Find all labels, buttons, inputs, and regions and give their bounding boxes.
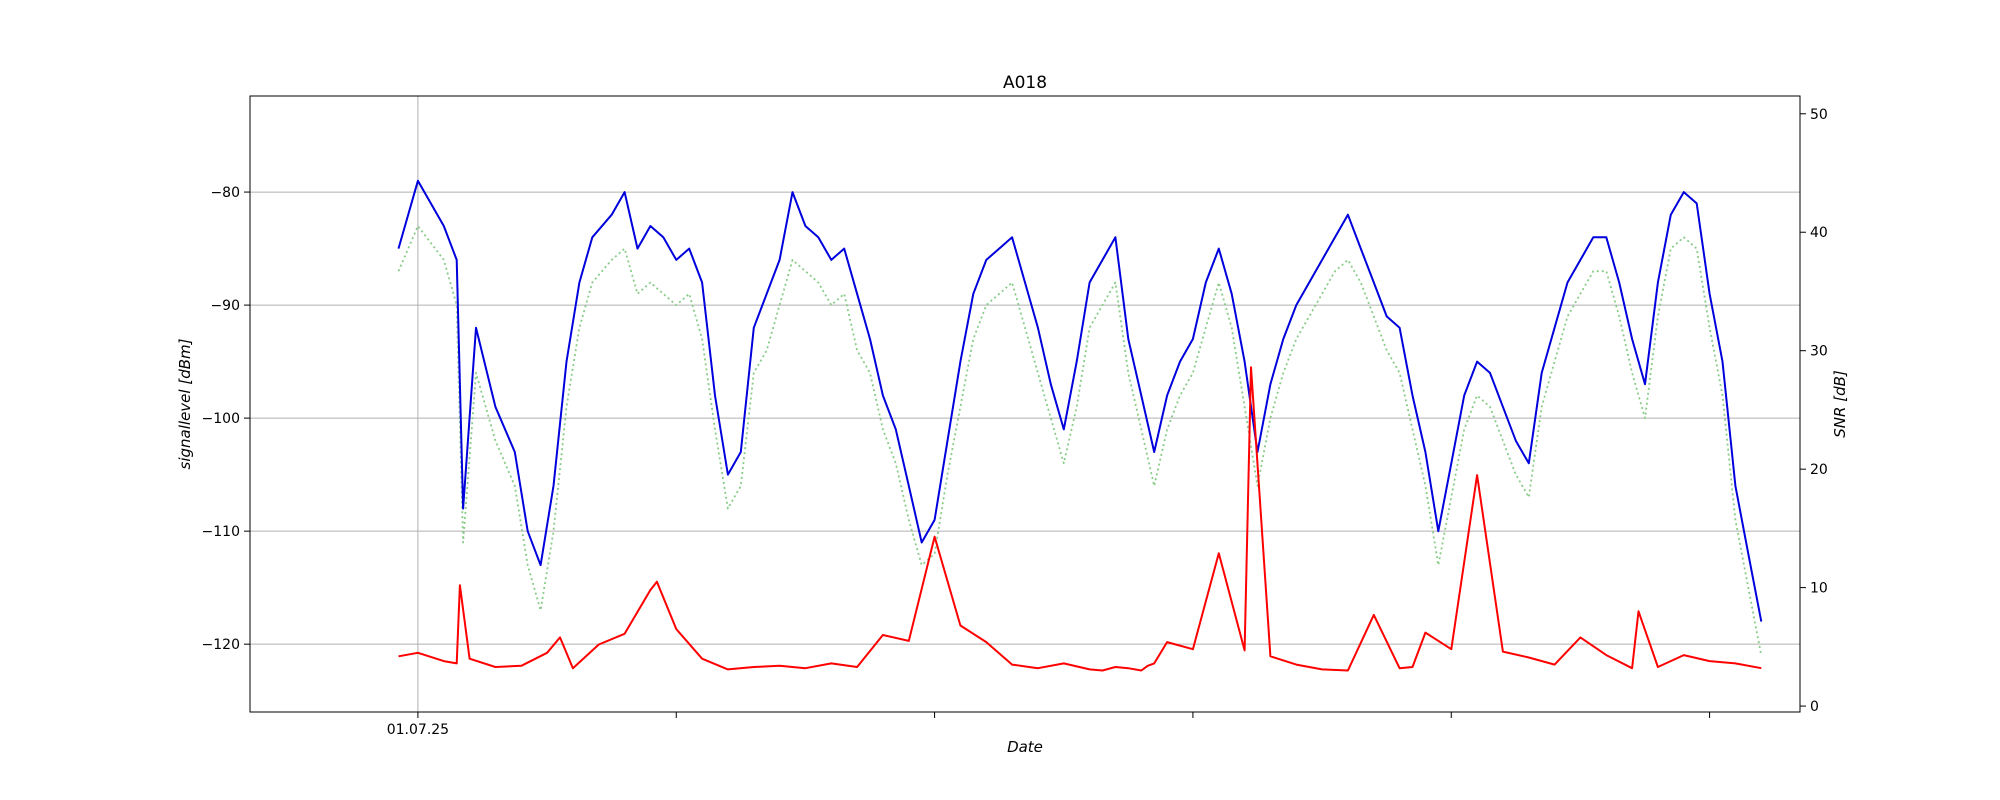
y-tick-label-right: 50 (1810, 107, 1828, 123)
y-tick-label-left: −110 (202, 524, 240, 540)
chart-title: A018 (1003, 73, 1047, 93)
series-line-signal-dotted (397, 225, 1763, 656)
x-tick-label: 01.07.25 (387, 722, 449, 738)
y-tick-label-left: −120 (202, 637, 240, 653)
y-tick-label-right: 40 (1810, 225, 1828, 241)
x-axis-title: Date (1007, 738, 1043, 756)
series-line-snr (398, 366, 1762, 672)
y-tick-label-left: −80 (210, 185, 240, 201)
y-tick-label-right: 10 (1810, 581, 1828, 597)
series-line-signal (397, 179, 1763, 622)
y-tick-label-right: 30 (1810, 344, 1828, 360)
y-axis-title-left: signallevel [dBm] (176, 338, 194, 469)
y-axis-title-right: SNR [dB] (1831, 370, 1849, 438)
y-tick-label-left: −100 (202, 411, 240, 427)
axis-layer: −80 −90 −100 −110 −120 0 10 20 30 40 50 01.07.25 (202, 107, 1828, 738)
series-layer (397, 179, 1763, 672)
plot-frame (249, 95, 1801, 713)
y-tick-label-left: −90 (210, 298, 240, 314)
y-tick-label-right: 20 (1810, 462, 1828, 478)
grid-layer (250, 96, 1800, 712)
y-tick-label-right: 0 (1810, 699, 1819, 715)
